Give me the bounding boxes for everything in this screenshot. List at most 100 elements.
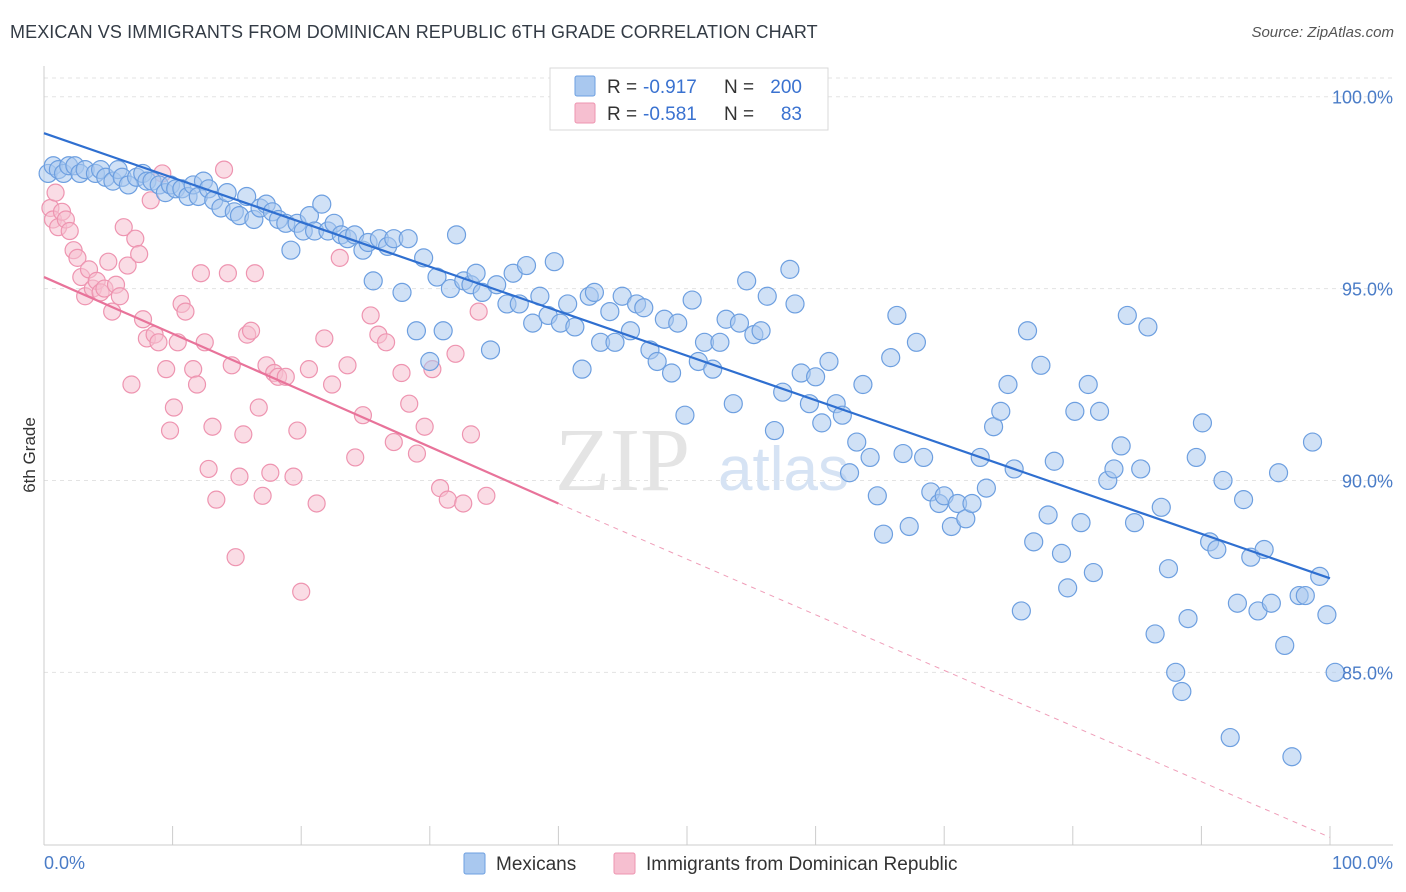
y-tick-label: 100.0% [1332,88,1393,108]
stats-swatch-pink [574,102,596,124]
watermark: ZIP atlas [555,411,849,510]
data-point [914,447,934,468]
data-point [983,417,1004,437]
data-point [330,248,349,267]
data-point [1295,585,1315,606]
data-point [1117,305,1137,326]
data-point [867,486,887,506]
data-point [176,302,195,321]
data-point [461,425,481,444]
data-point [99,252,118,271]
data-point [1071,513,1091,533]
data-point [307,494,326,513]
data-point [1011,601,1031,621]
data-point [819,351,839,372]
data-point [1166,662,1186,682]
data-point [634,298,654,318]
data-point [226,548,245,567]
data-point [384,432,403,452]
data-point [406,321,427,341]
data-point [785,294,805,314]
data-point [292,582,311,601]
data-point [446,344,465,363]
data-point [1038,505,1058,525]
data-point [261,463,280,482]
data-point [710,332,730,352]
series-mexicans-points [38,156,1345,767]
data-point [1302,432,1323,452]
data-point [751,321,771,341]
data-point [1325,662,1345,682]
data-point [469,302,488,321]
stats-pink-r-label: R = [607,104,637,125]
data-point [114,218,133,237]
data-point [1145,624,1165,644]
data-point [976,478,996,498]
data-point [392,363,411,383]
stats-blue-n-value: 200 [770,77,802,98]
legend-label-mexicans: Mexicans [496,854,576,875]
stats-blue-r-value: -0.917 [643,77,697,98]
data-point [893,443,913,464]
data-point [1089,401,1110,421]
data-point [1051,543,1072,563]
data-point [361,306,380,325]
data-point [133,310,153,329]
data-point [544,252,564,272]
stats-swatch-blue [574,75,596,97]
legend-swatch-dominican [613,852,636,875]
data-point [477,486,496,505]
data-point [322,375,342,394]
data-point [363,271,383,291]
data-point [991,401,1011,421]
x-tick-label-min: 0.0% [44,853,85,873]
data-point [887,305,907,326]
data-point [110,287,129,306]
trend-line-dominican-extended [558,503,1331,838]
chart-title: MEXICAN VS IMMIGRANTS FROM DOMINICAN REP… [10,22,818,42]
data-point [668,313,688,333]
trend-line-dominican [43,276,559,505]
data-point [899,516,919,537]
data-point [284,467,303,486]
data-point [723,394,743,414]
chart-source: Source: ZipAtlas.com [1251,24,1394,41]
data-point [1065,401,1085,421]
data-point [805,367,826,387]
data-point [682,290,702,310]
data-point [1317,605,1337,625]
watermark-atlas: atlas [718,435,849,504]
data-point [400,394,419,413]
data-point [199,459,218,479]
data-point [376,333,396,352]
data-point [118,256,137,275]
data-point [780,259,800,279]
data-point [1044,451,1064,471]
data-point [1227,593,1248,613]
y-axis-label: 6th Grade [20,417,39,493]
data-point [281,240,301,260]
data-point [1078,374,1098,395]
data-point [103,302,122,321]
data-point [191,264,210,283]
data-point [1233,490,1254,510]
data-point [1151,497,1171,517]
data-point [675,405,695,425]
data-point [873,524,894,544]
data-point [1213,470,1233,491]
data-point [1158,559,1179,579]
x-tick-label-max: 100.0% [1332,853,1393,873]
data-point [847,432,867,452]
data-point [737,271,757,291]
data-point [230,467,249,486]
data-point [433,321,453,341]
data-point [420,351,440,372]
data-point [207,490,226,509]
stats-pink-r-value: -0.581 [643,104,697,125]
data-point [46,183,65,202]
data-point [1268,463,1289,483]
data-point [1083,562,1103,583]
data-point [214,160,234,179]
data-point [584,282,605,303]
